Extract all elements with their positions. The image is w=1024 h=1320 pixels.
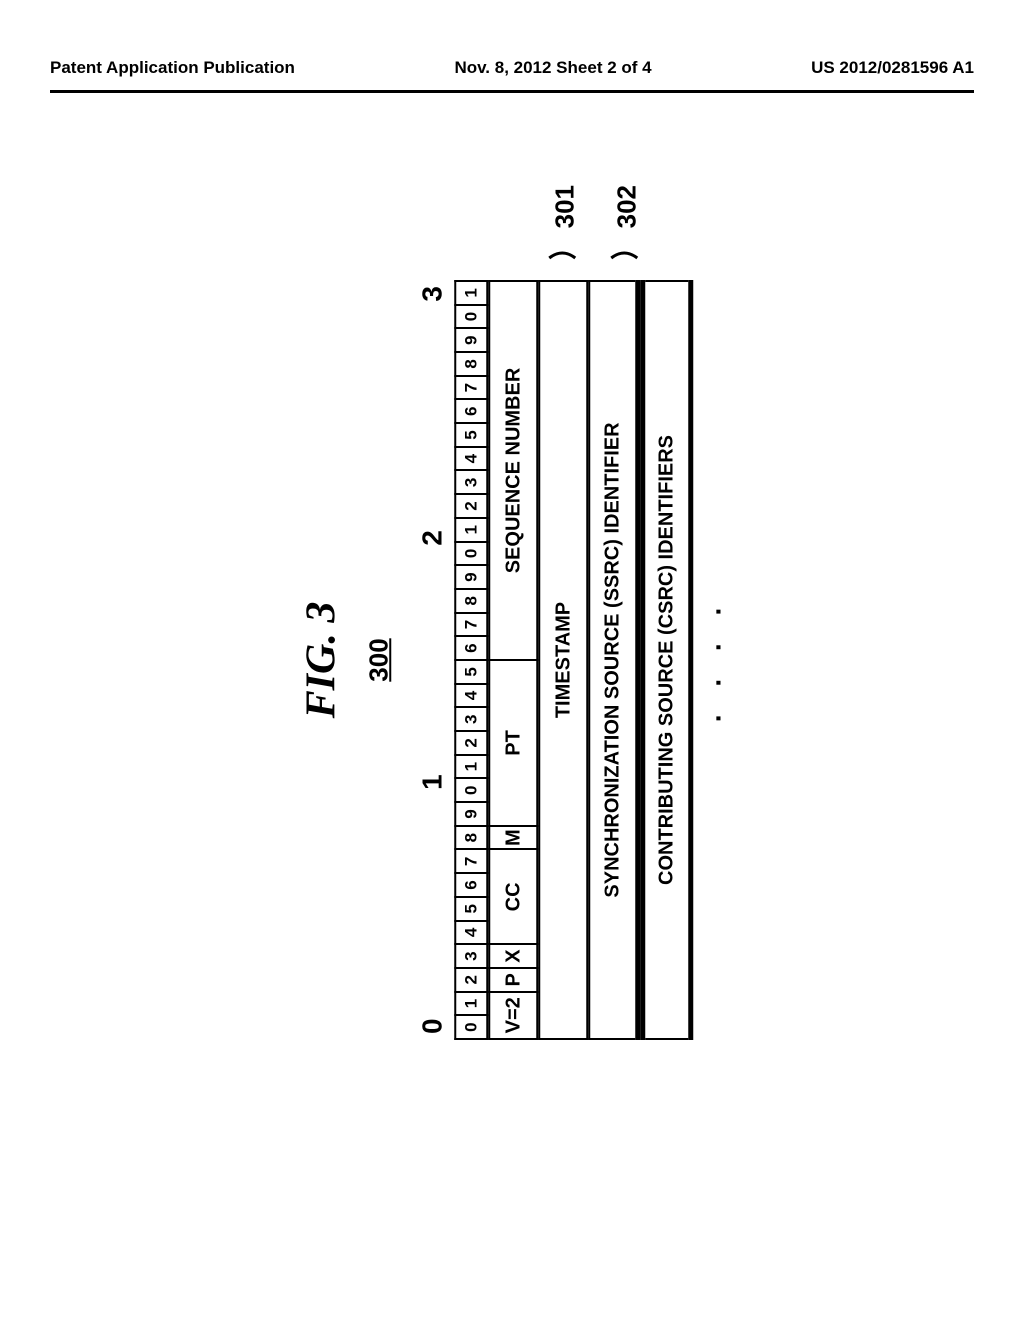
bit-cell: 9 (455, 802, 487, 826)
field-sequence-number: SEQUENCE NUMBER (489, 281, 537, 660)
bit-cell: 8 (455, 352, 487, 376)
byte-label-0: 0 (416, 1018, 448, 1034)
rtp-header-diagram: FIG. 3 300 0 1 2 3 0 1 2 3 4 5 6 7 8 9 0… (297, 280, 727, 1040)
field-v: V=2 (489, 992, 537, 1039)
bit-cell: 1 (455, 755, 487, 779)
bit-cell: 4 (455, 684, 487, 708)
bit-cell: 0 (455, 778, 487, 802)
field-row-csrc: CONTRIBUTING SOURCE (CSRC) IDENTIFIERS (640, 280, 693, 1040)
header-left: Patent Application Publication (50, 58, 295, 78)
bit-cell: 9 (455, 565, 487, 589)
header-center: Nov. 8, 2012 Sheet 2 of 4 (454, 58, 651, 78)
bit-index-row: 0 1 2 3 4 5 6 7 8 9 0 1 2 3 4 5 6 7 8 9 … (454, 280, 488, 1040)
bit-cell: 0 (455, 542, 487, 566)
bit-cell: 3 (455, 471, 487, 495)
bit-cell: 0 (455, 1015, 487, 1039)
bit-cell: 3 (455, 707, 487, 731)
callout-301-label: 301 (549, 185, 579, 228)
bit-cell: 5 (455, 423, 487, 447)
bit-cell: 8 (455, 589, 487, 613)
callout-302-label: 302 (611, 185, 641, 228)
field-row-1: V=2 P X CC M PT SEQUENCE NUMBER (488, 280, 538, 1040)
field-pt: PT (489, 660, 537, 826)
field-m: M (489, 826, 537, 850)
bit-cell: 6 (455, 873, 487, 897)
bit-cell: 6 (455, 399, 487, 423)
field-csrc: CONTRIBUTING SOURCE (CSRC) IDENTIFIERS (642, 281, 690, 1039)
bit-cell: 5 (455, 660, 487, 684)
bit-cell: 1 (455, 992, 487, 1016)
header-right: US 2012/0281596 A1 (811, 58, 974, 78)
figure-title: FIG. 3 (297, 280, 345, 1040)
field-row-timestamp: TIMESTAMP (538, 280, 588, 1040)
field-x: X (489, 944, 537, 968)
bit-cell: 7 (455, 850, 487, 874)
callout-brace-icon (547, 230, 577, 260)
field-timestamp: TIMESTAMP (539, 281, 587, 1039)
bit-cell: 8 (455, 826, 487, 850)
bit-cell: 4 (455, 921, 487, 945)
page-header: Patent Application Publication Nov. 8, 2… (0, 58, 1024, 78)
figure-ref-number: 300 (363, 280, 394, 1040)
callout-brace-icon (609, 230, 639, 260)
bit-cell: 2 (455, 968, 487, 992)
bit-cell: 6 (455, 636, 487, 660)
callout-301: 301 (549, 185, 580, 228)
field-row-ssrc: SYNCHRONIZATION SOURCE (SSRC) IDENTIFIER (588, 280, 640, 1040)
bit-cell: 2 (455, 494, 487, 518)
bit-cell: 4 (455, 447, 487, 471)
bit-cell: 0 (455, 305, 487, 329)
field-ssrc: SYNCHRONIZATION SOURCE (SSRC) IDENTIFIER (589, 281, 637, 1039)
byte-label-3: 3 (416, 286, 448, 302)
bit-cell: 1 (455, 281, 487, 305)
bit-cell: 5 (455, 897, 487, 921)
header-rule (50, 90, 974, 93)
bit-cell: 3 (455, 944, 487, 968)
bit-cell: 1 (455, 518, 487, 542)
byte-label-1: 1 (416, 774, 448, 790)
bit-cell: 2 (455, 731, 487, 755)
bit-cell: 7 (455, 376, 487, 400)
bit-cell: 9 (455, 328, 487, 352)
byte-label-2: 2 (416, 530, 448, 546)
callout-302: 302 (611, 185, 642, 228)
field-p: P (489, 968, 537, 992)
field-cc: CC (489, 850, 537, 945)
ellipsis-row: . . . . (695, 280, 727, 1040)
byte-offset-labels: 0 1 2 3 (416, 280, 448, 1040)
bit-cell: 7 (455, 613, 487, 637)
